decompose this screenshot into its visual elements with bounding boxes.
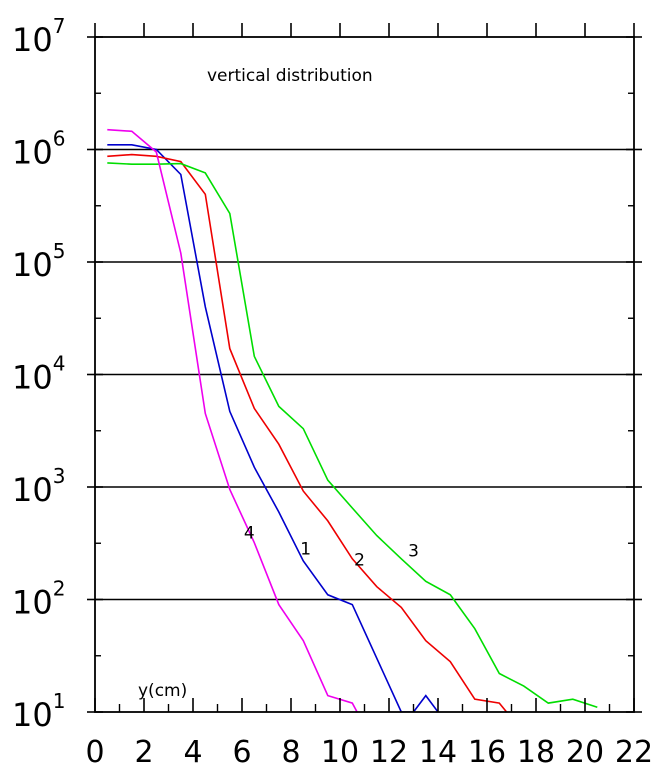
x-tick-label: 10: [321, 735, 359, 770]
x-tick-label: 22: [615, 735, 651, 770]
x-tick-label: 4: [183, 735, 202, 770]
chart-title: vertical distribution: [207, 66, 373, 86]
series-line-1: [107, 144, 439, 712]
x-axis: 0 2 4 6 8 10 12 14 16 18 20 22: [85, 23, 651, 770]
x-tick-label: 6: [232, 735, 251, 770]
series-lines: [107, 128, 598, 712]
x-tick-label: 12: [370, 735, 408, 770]
y-tick-label: 102: [12, 577, 65, 622]
x-axis-label: y(cm): [138, 681, 187, 701]
y-tick-label: 105: [12, 239, 65, 284]
x-tick-label: 18: [517, 735, 555, 770]
grid-lines: [95, 148, 634, 601]
x-tick-label: 20: [566, 735, 604, 770]
x-tick-label: 14: [419, 735, 457, 770]
x-tick-label: 2: [134, 735, 153, 770]
series-label-2: 2: [354, 551, 365, 571]
y-axis: 101 102 103 104 105 106 107: [12, 14, 642, 734]
x-tick-label: 8: [281, 735, 300, 770]
x-tick-label: 16: [468, 735, 506, 770]
y-tick-label: 101: [12, 689, 65, 734]
series-label-3: 3: [408, 542, 419, 562]
y-tick-label: 104: [12, 352, 65, 397]
series-label-1: 1: [300, 540, 311, 560]
x-tick-label: 0: [85, 735, 104, 770]
series-line-3: [107, 162, 598, 709]
series-labels: 4 1 2 3: [244, 523, 419, 570]
y-tick-label: 106: [12, 127, 65, 172]
y-tick-label: 103: [12, 464, 65, 509]
series-line-2: [107, 153, 508, 712]
series-line-4: [107, 128, 358, 712]
series-label-4: 4: [244, 523, 255, 543]
y-tick-label: 107: [12, 14, 65, 59]
